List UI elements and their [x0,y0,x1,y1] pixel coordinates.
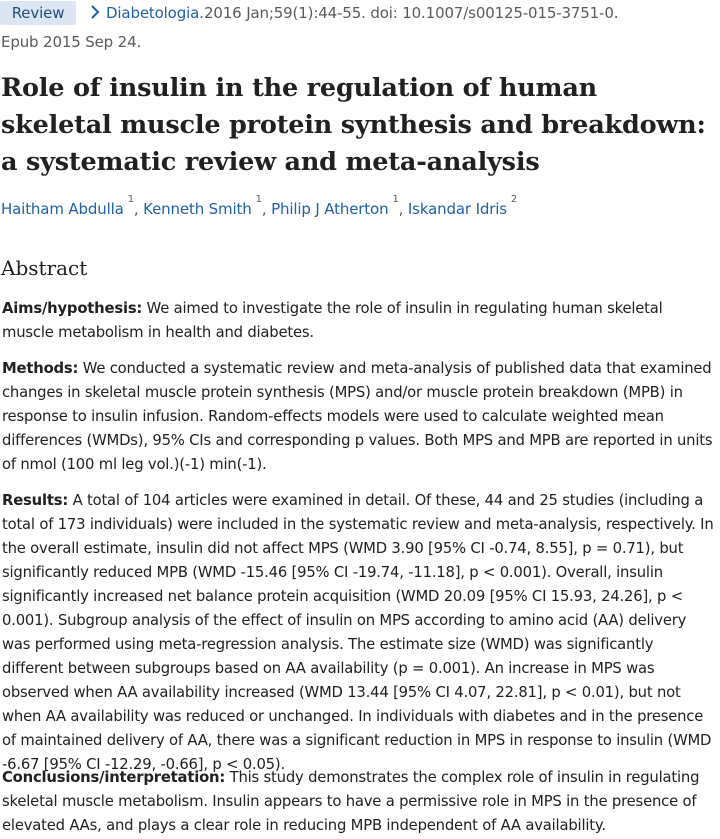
author-affiliation-sup[interactable]: 1 [127,194,134,205]
section-label: Methods: [2,360,79,377]
abstract-section-methods: Methods: We conducted a systematic revie… [2,357,718,477]
section-label: Conclusions/interpretation: [2,769,226,786]
abstract-section-conclusions: Conclusions/interpretation: This study d… [2,766,718,838]
section-label: Results: [2,492,69,509]
author-link[interactable]: Philip J Atherton [271,200,389,218]
section-text: This study demonstrates the complex role… [2,769,700,834]
journal-link[interactable]: Diabetologia. [106,4,204,22]
section-text: A total of 104 articles were examined in… [2,492,714,773]
epub-date: Epub 2015 Sep 24. [1,33,142,51]
author-separator: , [133,200,144,218]
author-separator: , [261,200,272,218]
publication-line: Review Diabetologia. 2016 Jan;59(1):44-5… [0,0,720,28]
abstract-section-aims: Aims/hypothesis: We aimed to investigate… [2,297,718,345]
author-list: Haitham Abdulla1, Kenneth Smith1, Philip… [1,194,517,218]
article-title: Role of insulin in the regulation of hum… [1,73,706,177]
author-link[interactable]: Haitham Abdulla [1,200,124,218]
chevron-right-icon[interactable] [88,2,102,22]
author-link[interactable]: Kenneth Smith [143,200,252,218]
abstract-section-results: Results: A total of 104 articles were ex… [2,489,718,777]
author-affiliation-sup[interactable]: 1 [392,194,399,205]
author-affiliation-sup[interactable]: 1 [255,194,262,205]
author-affiliation-sup[interactable]: 2 [510,194,518,205]
section-text: We conducted a systematic review and met… [2,360,713,473]
section-text: We aimed to investigate the role of insu… [2,300,663,341]
review-badge: Review [0,1,76,25]
section-label: Aims/hypothesis: [2,300,143,317]
abstract-heading: Abstract [1,256,88,280]
author-link[interactable]: Iskandar Idris [407,200,507,218]
author-separator: , [398,200,408,218]
citation-text: 2016 Jan;59(1):44-55. doi: 10.1007/s0012… [204,4,619,22]
